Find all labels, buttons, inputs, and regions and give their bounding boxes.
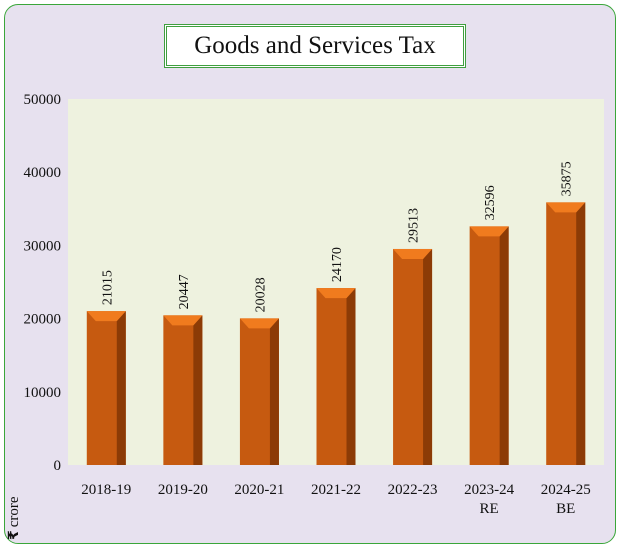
bar-side [499,226,509,465]
y-tick-label: 10000 [24,385,62,401]
bar-top [86,311,126,322]
bar-side [576,202,586,465]
bar-side [193,315,203,465]
bar-side [346,288,356,465]
y-tick-label: 30000 [24,238,62,254]
x-tick-label: 2018-19 [81,482,131,498]
bar-value-label: 35875 [560,161,575,196]
bar-top [393,248,433,259]
bar-side [423,248,433,465]
y-tick-label: 20000 [24,312,62,328]
x-tick-label: 2023-24 [464,482,514,498]
x-tick-label: 2020-21 [234,482,284,498]
y-tick-label: 50000 [24,92,62,108]
bar-value-label: 20028 [253,277,268,312]
rupee-symbol: ₹ [6,530,22,540]
chart-title: Goods and Services Tax [164,24,466,68]
bar-value-label: 29513 [407,208,422,243]
x-tick-label: 2022-23 [388,482,438,498]
bar-top [469,226,509,237]
bar-top [239,318,279,329]
y-tick-label: 40000 [24,165,62,181]
bar-value-label: 32596 [483,185,498,220]
y-unit-label: ₹ crore [4,480,24,540]
x-tick-label: RE [480,501,499,517]
bar-value-label: 20447 [177,274,192,309]
x-tick-label: 2021-22 [311,482,361,498]
x-tick-label: 2024-25 [541,482,591,498]
x-tick-label: BE [556,501,575,517]
bar-top [163,315,203,326]
bar-value-label: 21015 [100,270,115,305]
x-tick-label: 2019-20 [158,482,208,498]
bar-side [269,318,279,465]
bar-top [546,202,586,213]
bar-value-label: 24170 [330,247,345,282]
unit-text: crore [6,496,22,528]
bar-side [116,311,126,465]
y-tick-label: 0 [54,458,62,474]
bar-top [316,288,356,299]
